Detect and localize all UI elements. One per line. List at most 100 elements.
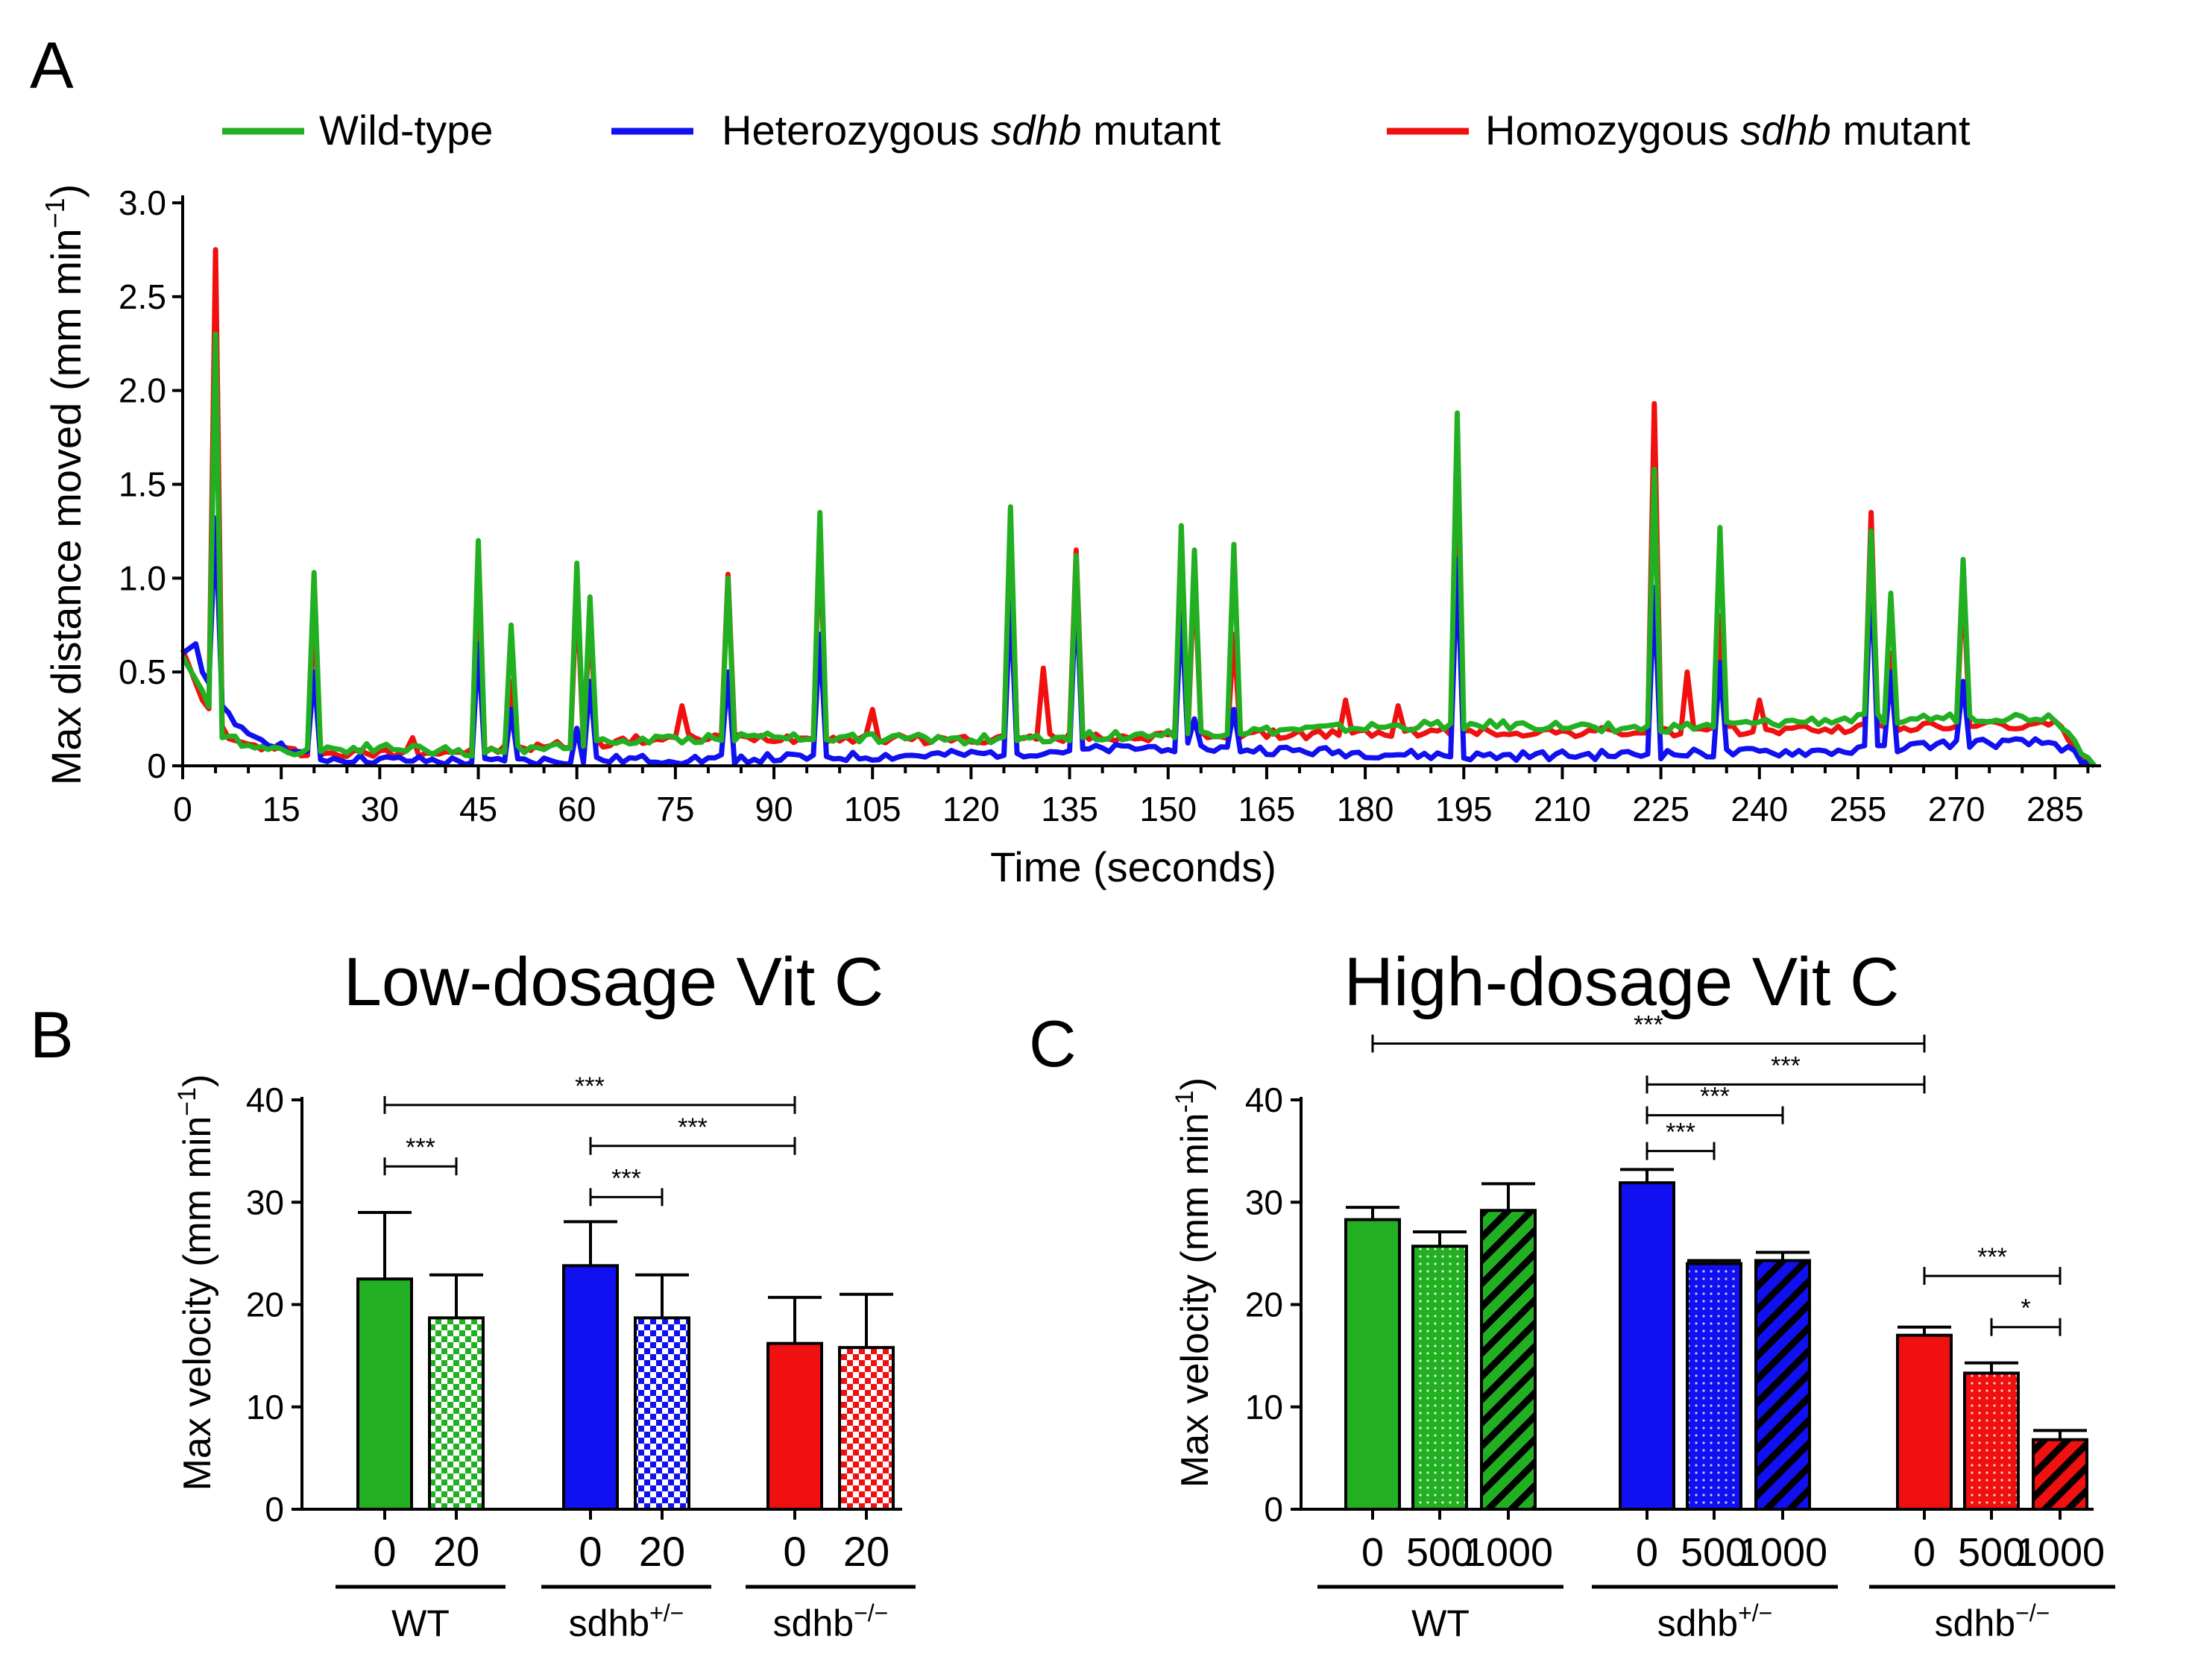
dose-label: 1000 (1464, 1530, 1553, 1575)
significance-label: *** (678, 1113, 708, 1142)
y-tick-label: 1.5 (119, 465, 166, 504)
y-axis-label: Max velocity (mm min−1) (173, 1075, 219, 1491)
x-tick-label: 105 (844, 790, 901, 828)
significance-label: *** (1666, 1119, 1695, 1147)
y-tick-label: 0 (265, 1490, 284, 1529)
bar-plot: 0 20 0 20 0 20 0 10 20 30 40 WT sdhb+/− sdhb−/− *** ***… (246, 1072, 916, 1644)
x-tick-label: 150 (1139, 790, 1197, 828)
x-tick-label: 90 (755, 790, 793, 828)
x-tick-label: 135 (1041, 790, 1098, 828)
dose-label: 500 (1406, 1530, 1473, 1575)
dose-label: 0 (1636, 1530, 1658, 1575)
panel-c-bar-chart: High-dosage Vit C Max velocity (mm min-1… (1171, 944, 2115, 1644)
dose-label: 20 (843, 1528, 889, 1575)
y-axis-label: Max velocity (mm min-1) (1171, 1077, 1217, 1488)
x-tick-label: 0 (173, 790, 192, 828)
dose-label: 0 (373, 1528, 396, 1575)
x-tick-label: 30 (361, 790, 399, 828)
bar-hom-dose-0 (1896, 1333, 1953, 1511)
y-tick-label: 30 (246, 1183, 284, 1221)
bar-het-dose-1000 (1754, 1259, 1811, 1511)
x-axis-label: Time (seconds) (990, 843, 1276, 890)
y-tick-label: 20 (246, 1286, 284, 1324)
group-label-wt: WT (1411, 1602, 1470, 1644)
bar-het-dose-0 (1619, 1181, 1675, 1511)
y-tick-label: 40 (1245, 1080, 1283, 1119)
y-tick-label: 10 (246, 1388, 284, 1426)
x-tick-label: 15 (262, 790, 300, 828)
series-lines (180, 247, 2097, 769)
x-tick-label: 45 (459, 790, 497, 828)
bar-hom-dose-500 (1963, 1371, 2020, 1511)
x-tick-label: 195 (1435, 790, 1493, 828)
legend-label-heterozygous: Heterozygous sdhb mutant (722, 107, 1221, 154)
x-tick-label: 225 (1632, 790, 1689, 828)
significance-label: * (2021, 1294, 2030, 1323)
x-tick-label: 270 (1928, 790, 1985, 828)
dose-label: 1000 (2015, 1530, 2105, 1575)
bar-wt-dose-20 (428, 1316, 485, 1511)
panel-label-a: A (30, 28, 74, 102)
dose-label: 0 (1361, 1530, 1384, 1575)
group-label-hom: sdhb−/− (773, 1599, 889, 1644)
series-line-hom (180, 247, 2097, 768)
y-tick-label: 3.0 (119, 183, 166, 222)
legend-label-homozygous: Homozygous sdhb mutant (1485, 107, 1971, 154)
bar-hom-dose-20 (838, 1346, 895, 1511)
x-tick-label: 180 (1337, 790, 1394, 828)
significance-label: *** (406, 1133, 435, 1162)
panel-label-c: C (1029, 1007, 1077, 1080)
panel-label-b: B (30, 998, 74, 1072)
x-tick-label: 285 (2026, 790, 2084, 828)
bar-het-dose-20 (634, 1316, 690, 1511)
bar-wt-dose-500 (1411, 1245, 1468, 1511)
significance-label: *** (1634, 1011, 1663, 1039)
y-tick-label: 2.5 (119, 277, 166, 316)
x-tick-label: 165 (1238, 790, 1296, 828)
y-tick-label: 1.0 (119, 559, 166, 597)
y-tick-label: 10 (1245, 1388, 1283, 1426)
significance-label: *** (1700, 1083, 1730, 1111)
bar-het-dose-0 (562, 1264, 619, 1511)
significance-label: *** (575, 1072, 605, 1101)
bar-het-dose-500 (1686, 1262, 1742, 1511)
group-label-hom: sdhb−/− (1935, 1599, 2050, 1644)
chart-title: High-dosage Vit C (1344, 944, 1900, 1020)
x-tick-label: 240 (1731, 790, 1788, 828)
panel-b-bar-chart: Low-dosage Vit C Max velocity (mm min−1)… (173, 944, 916, 1644)
bar-wt-dose-0 (356, 1277, 413, 1511)
x-tick-label: 210 (1534, 790, 1591, 828)
significance-label: *** (1977, 1243, 2007, 1271)
dose-label: 1000 (1738, 1530, 1827, 1575)
group-label-het: sdhb+/− (1657, 1599, 1773, 1644)
significance-label: *** (611, 1164, 641, 1192)
significance-label: *** (1771, 1051, 1801, 1080)
series-line-wt (180, 331, 2097, 768)
axes: 0 0.5 1.0 1.5 2.0 2.5 3.0 0 15 30 45 60 75 90 105 120 13… (119, 183, 2101, 828)
x-tick-label: 120 (942, 790, 1000, 828)
y-tick-label: 2.0 (119, 371, 166, 410)
y-tick-label: 20 (1245, 1286, 1283, 1324)
series-line-het (180, 515, 2096, 769)
legend: Wild-type Heterozygous sdhb mutant Homoz… (222, 107, 1971, 154)
dose-label: 500 (1681, 1530, 1748, 1575)
group-label-wt: WT (391, 1602, 450, 1644)
y-tick-label: 0 (147, 746, 166, 785)
bar-wt-dose-0 (1344, 1218, 1401, 1511)
legend-label-wild-type: Wild-type (319, 107, 493, 154)
dose-label: 20 (639, 1528, 685, 1575)
y-tick-label: 40 (246, 1080, 284, 1119)
dose-label: 500 (1958, 1530, 2025, 1575)
y-tick-label: 0 (1264, 1490, 1283, 1529)
y-tick-label: 0.5 (119, 652, 166, 691)
dose-label: 0 (783, 1528, 806, 1575)
x-tick-label: 75 (656, 790, 694, 828)
y-axis-label: Max distance moved (mm min−1) (40, 184, 89, 786)
y-tick-label: 30 (1245, 1183, 1283, 1221)
x-tick-label: 255 (1830, 790, 1887, 828)
chart-title: Low-dosage Vit C (344, 944, 884, 1020)
dose-label: 0 (1913, 1530, 1936, 1575)
bar-wt-dose-1000 (1480, 1209, 1537, 1511)
